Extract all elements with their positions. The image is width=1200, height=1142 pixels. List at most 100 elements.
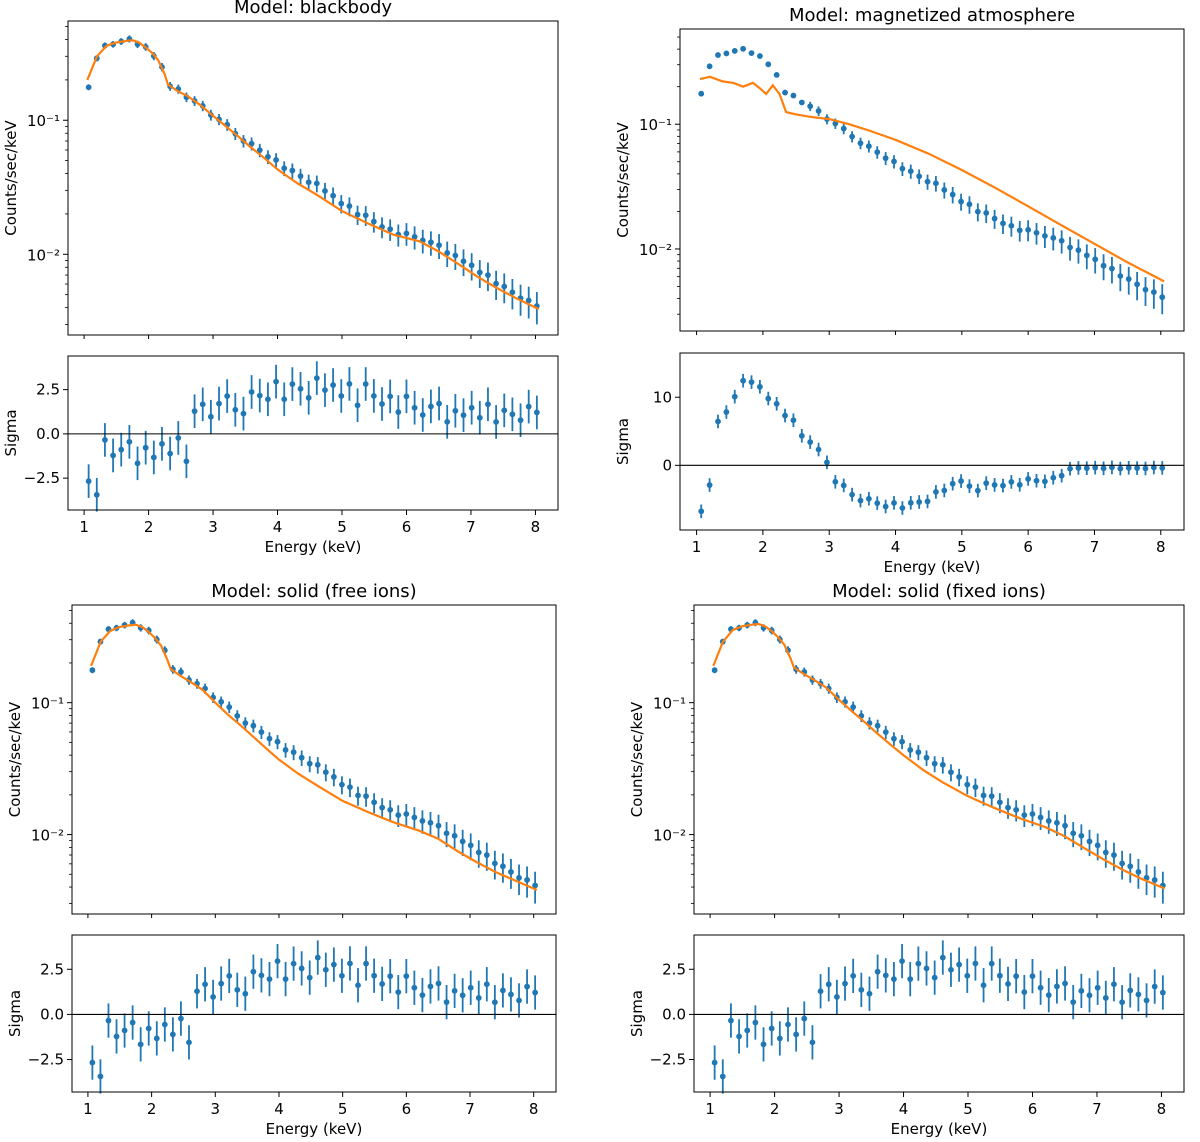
- residual-marker: [305, 394, 312, 401]
- data-marker: [395, 812, 402, 819]
- data-marker: [748, 50, 755, 57]
- data-marker: [988, 793, 995, 800]
- residual-marker: [126, 438, 133, 445]
- data-point: [508, 858, 514, 889]
- data-marker: [468, 262, 475, 269]
- data-point: [89, 667, 96, 674]
- residual-point: [419, 398, 426, 432]
- residual-point: [891, 496, 897, 510]
- residual-marker: [85, 478, 92, 485]
- residual-marker: [509, 411, 516, 418]
- residual-marker: [809, 1039, 816, 1046]
- data-marker: [290, 749, 297, 756]
- residual-marker: [468, 404, 475, 411]
- data-point: [1159, 284, 1166, 315]
- y-tick-label: 2.5: [40, 960, 64, 978]
- residual-point: [817, 974, 824, 1009]
- data-marker: [282, 747, 289, 753]
- data-marker: [907, 168, 914, 175]
- data-marker: [1086, 838, 1093, 845]
- residual-marker: [849, 491, 856, 498]
- y-tick-label: 10⁻²: [639, 241, 672, 259]
- residual-marker: [379, 401, 385, 407]
- residual-marker: [314, 954, 321, 961]
- residual-point: [387, 379, 394, 414]
- residual-marker: [362, 381, 369, 387]
- data-marker: [256, 147, 263, 154]
- data-marker: [1070, 830, 1077, 837]
- residual-marker: [785, 1021, 791, 1028]
- data-marker: [248, 140, 255, 147]
- residual-marker: [403, 973, 410, 980]
- residual-marker: [1078, 987, 1085, 994]
- data-point: [798, 99, 805, 106]
- data-marker: [723, 50, 730, 57]
- data-marker: [89, 667, 96, 674]
- residual-marker: [250, 968, 257, 975]
- data-marker: [1029, 811, 1036, 817]
- residual-point: [313, 361, 320, 395]
- y-axis-label: Sigma: [614, 418, 632, 465]
- data-point: [524, 866, 530, 898]
- residual-point: [234, 972, 241, 1007]
- residual-point: [850, 958, 857, 994]
- data-marker: [346, 203, 353, 209]
- data-point: [756, 53, 763, 59]
- residual-marker: [183, 458, 190, 465]
- y-tick-label: −2.5: [24, 469, 60, 487]
- data-marker: [1058, 237, 1065, 244]
- data-marker: [476, 269, 483, 276]
- x-tick-label: 8: [529, 1100, 539, 1118]
- data-marker: [306, 760, 313, 767]
- residual-point: [178, 1001, 184, 1036]
- data-point: [849, 131, 856, 143]
- residual-marker: [216, 400, 222, 407]
- chart-title: Model: magnetized atmosphere: [789, 5, 1075, 26]
- residual-point: [798, 428, 805, 443]
- residual-marker: [202, 981, 208, 988]
- model-line: [699, 75, 1165, 283]
- data-marker: [899, 738, 905, 745]
- residual-marker: [1094, 984, 1101, 991]
- residual-marker: [874, 968, 881, 975]
- residual-marker: [330, 961, 337, 968]
- residual-point: [475, 980, 482, 1016]
- residual-marker: [980, 982, 987, 989]
- data-point: [882, 152, 889, 165]
- residual-point: [756, 379, 763, 394]
- data-marker: [322, 188, 328, 194]
- data-marker: [1135, 869, 1142, 875]
- residual-point: [933, 485, 939, 499]
- data-point: [1050, 227, 1057, 251]
- x-tick-label: 7: [465, 1100, 475, 1118]
- data-marker: [1102, 849, 1109, 856]
- data-point: [931, 756, 938, 773]
- data-marker: [427, 819, 434, 826]
- data-marker: [1000, 220, 1006, 227]
- data-point: [297, 168, 304, 185]
- residual-point: [891, 961, 897, 997]
- data-point: [436, 234, 442, 260]
- residual-marker: [715, 418, 721, 425]
- data-point: [882, 725, 889, 740]
- residual-point: [102, 423, 108, 457]
- residual-point: [403, 379, 410, 414]
- data-point: [387, 800, 394, 822]
- data-point: [273, 153, 279, 168]
- residual-points: [89, 940, 539, 1094]
- data-point: [274, 735, 281, 750]
- residual-point: [958, 474, 964, 488]
- x-tick-label: 2: [758, 538, 768, 556]
- residual-marker: [776, 1035, 783, 1042]
- residual-point: [387, 959, 394, 994]
- residual-marker: [517, 417, 524, 424]
- data-marker: [443, 830, 450, 837]
- data-marker: [363, 793, 369, 800]
- residual-point: [1078, 973, 1085, 1008]
- residual-point: [1045, 977, 1052, 1013]
- x-tick-label: 2: [147, 1100, 157, 1118]
- data-marker: [250, 722, 257, 729]
- residual-point: [807, 435, 814, 449]
- data-marker: [1025, 226, 1032, 233]
- y-tick-label: 10⁻¹: [653, 695, 686, 713]
